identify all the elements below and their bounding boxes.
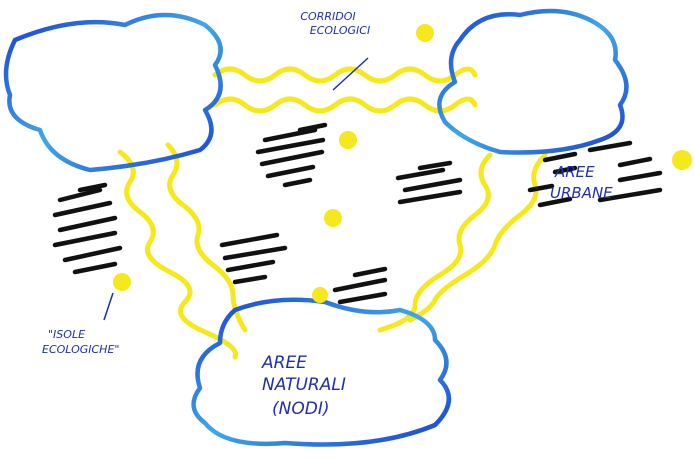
label: AREE	[554, 163, 595, 181]
label: AREE	[261, 353, 307, 373]
corridors	[117, 66, 548, 360]
hatching	[52, 122, 663, 305]
label: ECOLOGICI	[310, 24, 370, 37]
natural-area	[191, 297, 451, 447]
urban-area-left	[3, 12, 223, 173]
label: NATURALI	[262, 375, 346, 395]
urban-area-right	[437, 8, 629, 155]
label: CORRIDOI	[300, 10, 355, 23]
label: ECOLOGICHE"	[42, 343, 119, 356]
islands	[113, 24, 692, 303]
label: URBANE	[550, 184, 613, 202]
label: "ISOLE	[48, 328, 85, 341]
areas	[3, 8, 629, 447]
label: (NODI)	[272, 399, 329, 419]
pointer-lines	[103, 57, 369, 321]
